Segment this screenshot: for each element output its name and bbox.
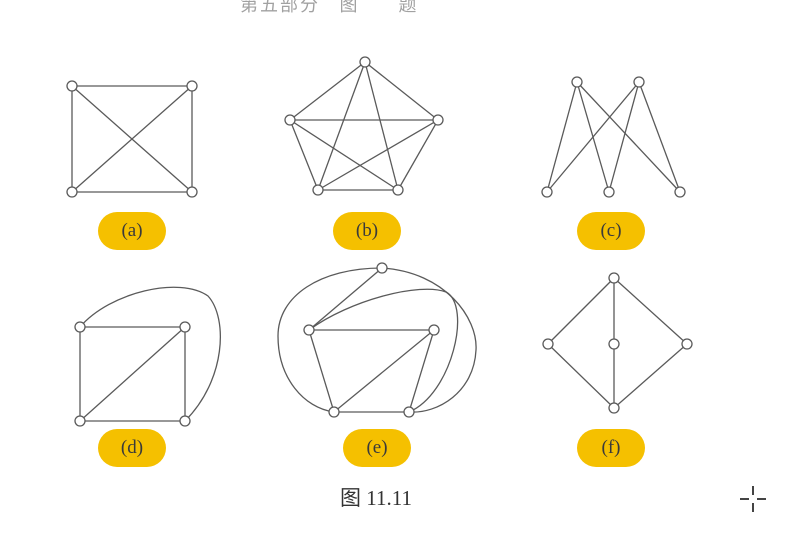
vertex bbox=[66, 80, 78, 92]
vertex bbox=[603, 186, 615, 198]
cropped-heading: 第五部分 图 题 bbox=[240, 0, 419, 15]
edge bbox=[613, 343, 688, 409]
vertex bbox=[74, 321, 86, 333]
label-badge-d: (d) bbox=[98, 429, 166, 467]
edge bbox=[289, 61, 366, 121]
figure-caption: 图 11.11 bbox=[340, 486, 412, 510]
vertex bbox=[608, 338, 620, 350]
vertex bbox=[428, 324, 440, 336]
edge bbox=[71, 85, 193, 193]
edge bbox=[79, 286, 221, 422]
edge bbox=[638, 81, 681, 193]
vertex bbox=[186, 186, 198, 198]
graph-d bbox=[79, 286, 221, 422]
edge bbox=[333, 329, 435, 413]
edge bbox=[408, 329, 435, 413]
edge bbox=[608, 81, 640, 193]
vertex bbox=[312, 184, 324, 196]
vertex bbox=[608, 402, 620, 414]
graph-a bbox=[71, 85, 193, 193]
edge bbox=[289, 119, 319, 191]
edge bbox=[547, 343, 615, 409]
vertex bbox=[681, 338, 693, 350]
vertex bbox=[541, 186, 553, 198]
edge bbox=[364, 61, 399, 191]
vertex bbox=[392, 184, 404, 196]
graph-e bbox=[277, 267, 477, 413]
vertex bbox=[674, 186, 686, 198]
vertex bbox=[608, 272, 620, 284]
vertex bbox=[403, 406, 415, 418]
edge bbox=[317, 61, 366, 191]
vertex bbox=[179, 321, 191, 333]
edge bbox=[308, 267, 383, 331]
edge bbox=[308, 288, 459, 413]
edge bbox=[397, 119, 439, 191]
vertex bbox=[179, 415, 191, 427]
vertex bbox=[66, 186, 78, 198]
vertex bbox=[571, 76, 583, 88]
label-badge-b: (b) bbox=[333, 212, 401, 250]
vertex bbox=[432, 114, 444, 126]
label-badge-e: (e) bbox=[343, 429, 411, 467]
vertex bbox=[303, 324, 315, 336]
vertex bbox=[376, 262, 388, 274]
graph-c bbox=[546, 81, 681, 193]
vertex bbox=[542, 338, 554, 350]
edge bbox=[546, 81, 578, 193]
edge bbox=[308, 329, 335, 413]
edge bbox=[317, 119, 439, 191]
label-badge-f: (f) bbox=[577, 429, 645, 467]
edge bbox=[381, 267, 477, 413]
vertex bbox=[74, 415, 86, 427]
vertex bbox=[328, 406, 340, 418]
edge bbox=[277, 267, 383, 413]
edge bbox=[364, 61, 439, 121]
graph-b bbox=[289, 61, 439, 191]
edge bbox=[547, 277, 615, 345]
edge bbox=[546, 81, 640, 193]
edge bbox=[289, 119, 399, 191]
vertex bbox=[359, 56, 371, 68]
move-cursor-icon bbox=[740, 486, 766, 512]
edge bbox=[79, 326, 186, 422]
edge bbox=[576, 81, 681, 193]
label-badge-a: (a) bbox=[98, 212, 166, 250]
vertex bbox=[186, 80, 198, 92]
vertex bbox=[633, 76, 645, 88]
edge bbox=[613, 277, 688, 345]
label-badge-c: (c) bbox=[577, 212, 645, 250]
vertex bbox=[284, 114, 296, 126]
